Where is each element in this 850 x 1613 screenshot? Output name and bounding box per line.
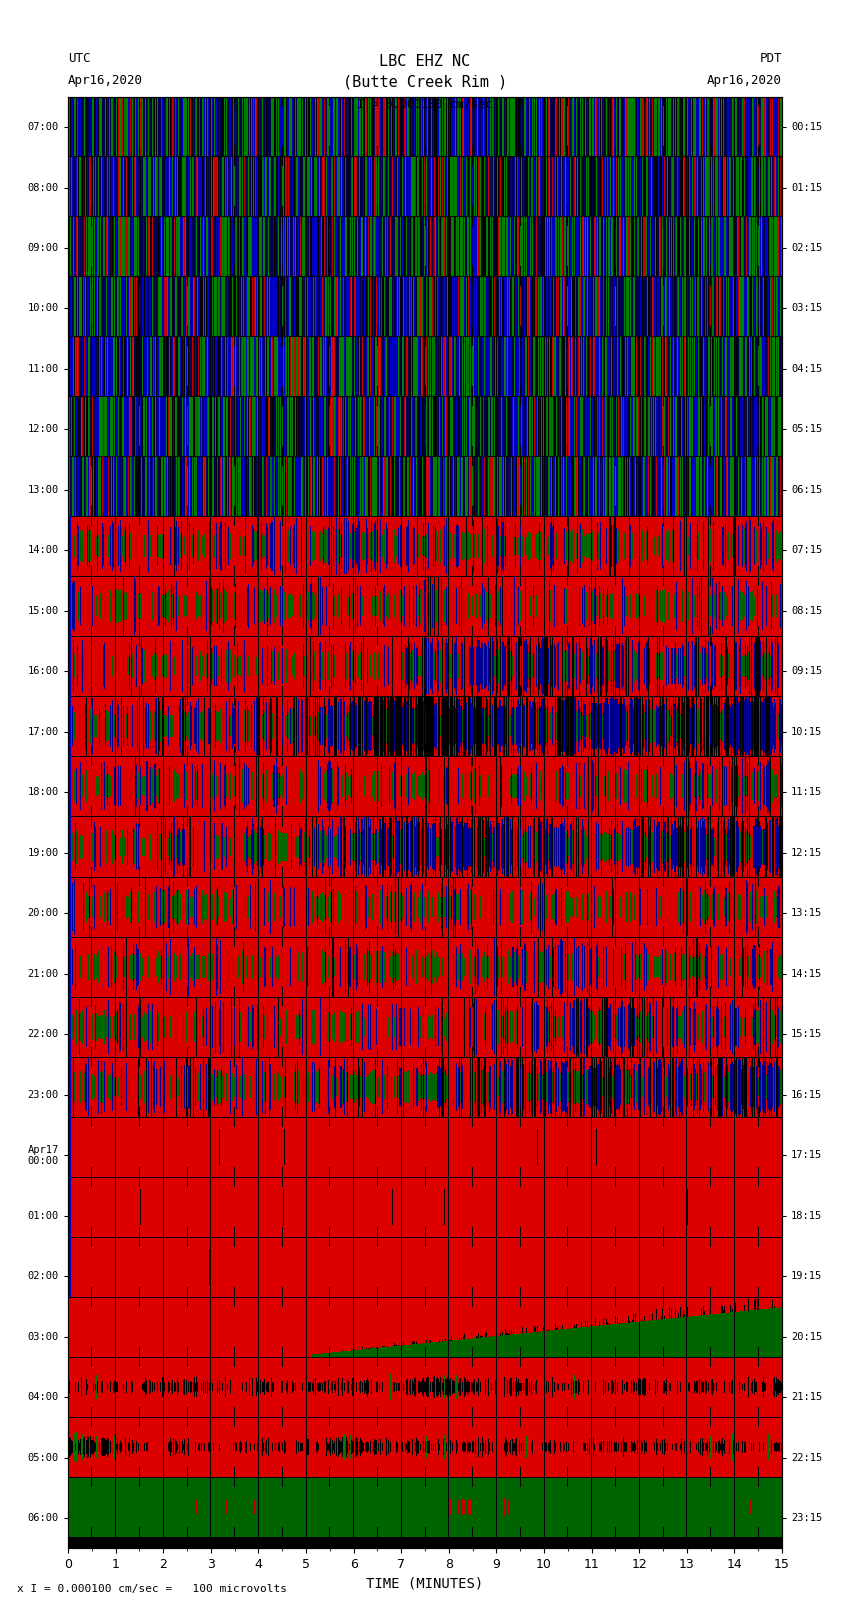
Text: LBC EHZ NC: LBC EHZ NC bbox=[379, 53, 471, 69]
Text: x I = 0.000100 cm/sec =   100 microvolts: x I = 0.000100 cm/sec = 100 microvolts bbox=[17, 1584, 287, 1594]
Text: (Butte Creek Rim ): (Butte Creek Rim ) bbox=[343, 74, 507, 90]
X-axis label: TIME (MINUTES): TIME (MINUTES) bbox=[366, 1578, 484, 1590]
Text: I = 0.000100 cm/sec: I = 0.000100 cm/sec bbox=[357, 97, 493, 111]
Text: UTC: UTC bbox=[68, 52, 90, 65]
Text: Apr16,2020: Apr16,2020 bbox=[707, 74, 782, 87]
Text: Apr16,2020: Apr16,2020 bbox=[68, 74, 143, 87]
Text: PDT: PDT bbox=[760, 52, 782, 65]
